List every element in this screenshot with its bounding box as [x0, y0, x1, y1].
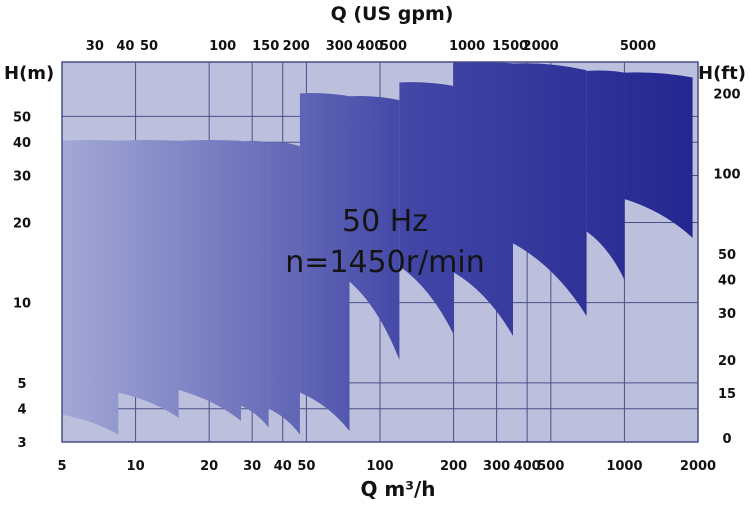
x-top-tick-label: 100 [209, 39, 236, 54]
performance-region-6 [299, 93, 350, 431]
performance-region-8 [399, 82, 454, 335]
x-bottom-axis-title: Q m³/h [360, 477, 435, 501]
y-left-tick-label: 30 [13, 170, 31, 185]
x-bottom-tick-label: 50 [297, 459, 315, 474]
y-right-tick-label: 100 [713, 168, 740, 183]
y-right-tick-label: 30 [718, 307, 736, 322]
y-left-axis-title: H(m) [4, 63, 54, 84]
x-top-tick-label: 300 [326, 39, 353, 54]
x-bottom-tick-label: 200 [440, 459, 467, 474]
y-left-tick-label: 4 [17, 403, 26, 418]
performance-region-7 [349, 95, 400, 360]
x-top-tick-label: 500 [380, 39, 407, 54]
x-top-tick-label: 50 [140, 39, 158, 54]
x-bottom-tick-label: 5 [57, 459, 66, 474]
frequency-label: 50 Hz [342, 204, 428, 239]
y-right-axis-title: H(ft) [698, 63, 746, 84]
y-left-tick-label: 10 [13, 297, 31, 312]
y-left-tick-label: 5 [17, 377, 26, 392]
performance-region-11 [586, 70, 625, 280]
y-right-tick-label: 0 [722, 432, 731, 447]
x-top-tick-label: 2000 [523, 39, 559, 54]
performance-region-5 [268, 142, 300, 435]
performance-region-10 [513, 63, 587, 317]
y-right-tick-label: 15 [718, 387, 736, 402]
x-bottom-tick-label: 400 [514, 459, 541, 474]
x-bottom-tick-label: 300 [483, 459, 510, 474]
performance-region-2 [118, 140, 179, 418]
performance-region-9 [453, 61, 513, 336]
x-top-tick-label: 400 [356, 39, 383, 54]
x-bottom-tick-label: 10 [127, 459, 145, 474]
x-bottom-tick-label: 20 [200, 459, 218, 474]
y-right-tick-label: 50 [718, 248, 736, 263]
x-bottom-tick-label: 40 [274, 459, 292, 474]
x-bottom-tick-label: 500 [537, 459, 564, 474]
y-right-tick-label: 20 [718, 354, 736, 369]
performance-regions [62, 61, 693, 435]
x-bottom-tick-label: 2000 [680, 459, 716, 474]
plot-frame [61, 61, 699, 443]
y-left-tick-label: 20 [13, 216, 31, 231]
speed-label: n=1450r/min [285, 245, 485, 280]
x-bottom-tick-label: 30 [243, 459, 261, 474]
y-left-tick-label: 50 [13, 110, 31, 125]
x-top-axis-title: Q (US gpm) [331, 3, 454, 25]
y-right-tick-label: 40 [718, 274, 736, 289]
x-top-tick-label: 1000 [449, 39, 485, 54]
x-top-tick-label: 150 [252, 39, 279, 54]
x-top-tick-label: 30 [86, 39, 104, 54]
performance-region-3 [178, 140, 241, 421]
performance-region-4 [241, 140, 269, 428]
x-top-tick-label: 1500 [492, 39, 528, 54]
y-left-tick-labels: 3 4 5 10 20 30 40 50 [13, 110, 31, 451]
y-right-tick-labels: 0 15 20 30 40 50 100 200 [713, 87, 740, 447]
x-bottom-tick-label: 100 [366, 459, 393, 474]
x-top-tick-label: 200 [283, 39, 310, 54]
y-right-tick-label: 200 [713, 87, 740, 102]
x-top-tick-label: 5000 [620, 39, 656, 54]
y-left-tick-label: 3 [17, 436, 26, 451]
x-bottom-tick-label: 1000 [606, 459, 642, 474]
performance-region-12 [624, 72, 693, 238]
y-left-tick-label: 40 [13, 136, 31, 151]
performance-region-1 [62, 140, 119, 435]
x-top-tick-label: 40 [116, 39, 134, 54]
